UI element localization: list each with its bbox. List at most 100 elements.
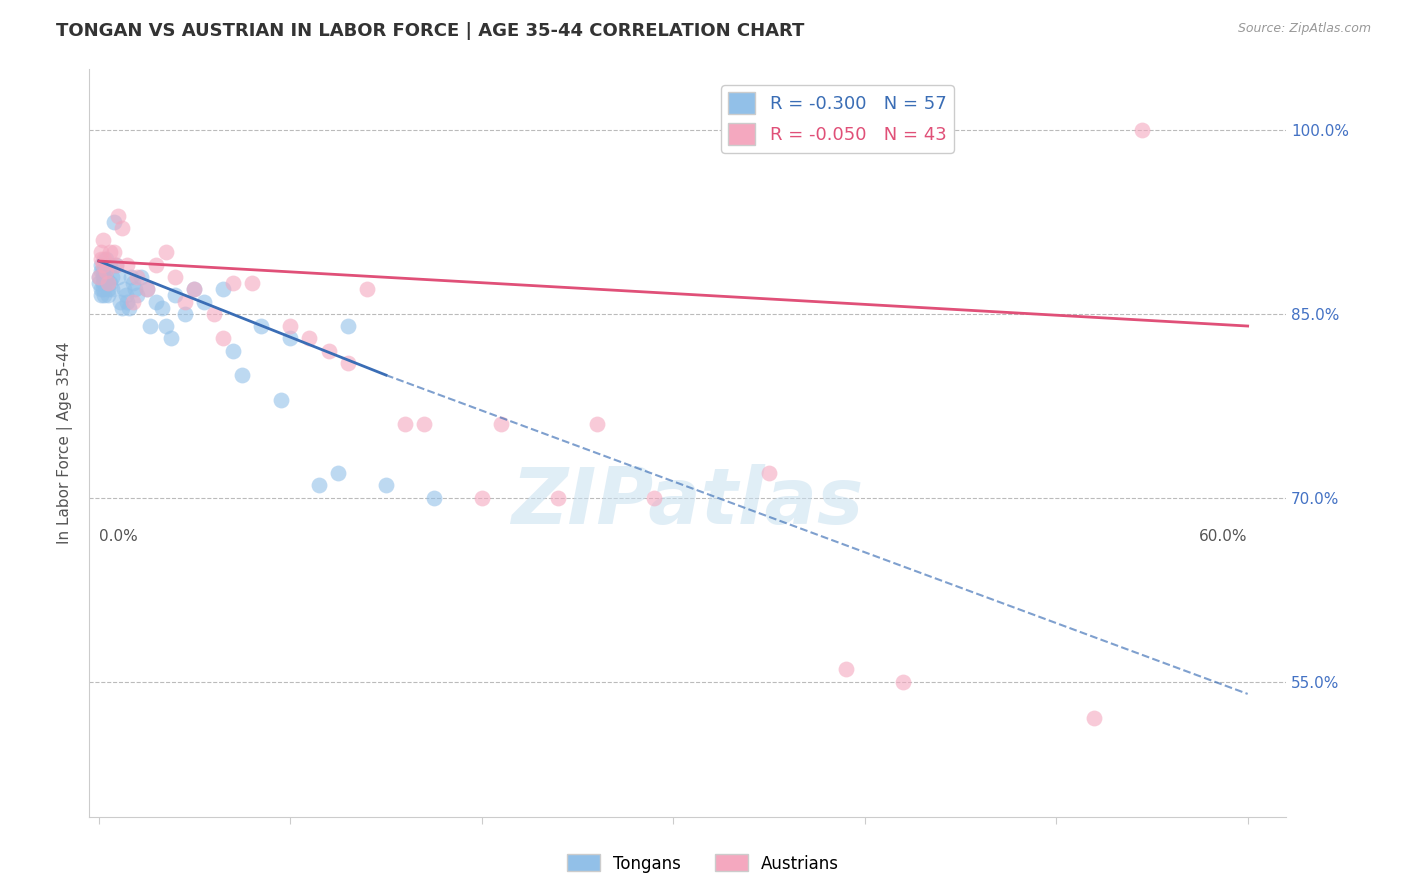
Point	[91, 264, 114, 278]
Point	[270, 392, 292, 407]
Point	[1130, 123, 1153, 137]
Point	[278, 319, 301, 334]
Point	[93, 252, 115, 266]
Point	[643, 491, 665, 505]
Point	[91, 282, 114, 296]
Point	[90, 264, 112, 278]
Point	[585, 417, 607, 431]
Point	[93, 276, 115, 290]
Point	[125, 288, 148, 302]
Text: ZIPatlas: ZIPatlas	[512, 465, 863, 541]
Point	[90, 252, 112, 266]
Point	[423, 491, 446, 505]
Point	[145, 294, 167, 309]
Point	[174, 294, 197, 309]
Point	[202, 307, 225, 321]
Point	[87, 276, 110, 290]
Point	[298, 331, 321, 345]
Point	[413, 417, 436, 431]
Point	[231, 368, 253, 382]
Point	[87, 270, 110, 285]
Point	[336, 356, 359, 370]
Point	[96, 270, 118, 285]
Point	[212, 331, 235, 345]
Y-axis label: In Labor Force | Age 35-44: In Labor Force | Age 35-44	[58, 342, 73, 544]
Point	[471, 491, 494, 505]
Point	[122, 276, 145, 290]
Point	[150, 301, 173, 315]
Point	[97, 282, 120, 296]
Point	[193, 294, 215, 309]
Point	[212, 282, 235, 296]
Point	[90, 282, 112, 296]
Point	[250, 319, 273, 334]
Point	[97, 276, 120, 290]
Point	[165, 270, 187, 285]
Point	[96, 264, 118, 278]
Point	[98, 245, 121, 260]
Point	[278, 331, 301, 345]
Point	[135, 282, 157, 296]
Point	[101, 282, 124, 296]
Point	[107, 270, 129, 285]
Text: TONGAN VS AUSTRIAN IN LABOR FORCE | AGE 35-44 CORRELATION CHART: TONGAN VS AUSTRIAN IN LABOR FORCE | AGE …	[56, 22, 804, 40]
Point	[834, 662, 856, 676]
Point	[90, 258, 112, 272]
Point	[135, 282, 157, 296]
Point	[120, 270, 142, 285]
Point	[394, 417, 416, 431]
Point	[117, 294, 139, 309]
Point	[108, 294, 131, 309]
Point	[114, 288, 136, 302]
Legend: R = -0.300   N = 57, R = -0.050   N = 43: R = -0.300 N = 57, R = -0.050 N = 43	[721, 85, 953, 153]
Point	[111, 221, 134, 235]
Point	[118, 301, 141, 315]
Point	[375, 478, 398, 492]
Point	[91, 233, 114, 247]
Point	[107, 209, 129, 223]
Point	[103, 215, 125, 229]
Point	[111, 301, 134, 315]
Point	[155, 319, 177, 334]
Text: 0.0%: 0.0%	[98, 529, 138, 543]
Point	[90, 288, 112, 302]
Point	[93, 270, 115, 285]
Point	[104, 258, 127, 272]
Text: 60.0%: 60.0%	[1199, 529, 1247, 543]
Point	[174, 307, 197, 321]
Point	[122, 294, 145, 309]
Point	[91, 276, 114, 290]
Text: Source: ZipAtlas.com: Source: ZipAtlas.com	[1237, 22, 1371, 36]
Point	[183, 282, 205, 296]
Point	[98, 258, 121, 272]
Point	[356, 282, 378, 296]
Point	[124, 282, 146, 296]
Point	[97, 288, 120, 302]
Point	[98, 276, 121, 290]
Point	[308, 478, 330, 492]
Point	[93, 288, 115, 302]
Point	[318, 343, 340, 358]
Point	[101, 270, 124, 285]
Point	[139, 319, 162, 334]
Legend: Tongans, Austrians: Tongans, Austrians	[560, 847, 846, 880]
Point	[326, 466, 349, 480]
Point	[91, 270, 114, 285]
Point	[103, 245, 125, 260]
Point	[222, 276, 245, 290]
Point	[104, 258, 127, 272]
Point	[336, 319, 359, 334]
Point	[489, 417, 512, 431]
Point	[125, 270, 148, 285]
Point	[129, 270, 152, 285]
Point	[165, 288, 187, 302]
Point	[117, 258, 139, 272]
Point	[160, 331, 183, 345]
Point	[183, 282, 205, 296]
Point	[155, 245, 177, 260]
Point	[90, 245, 112, 260]
Point	[222, 343, 245, 358]
Point	[87, 270, 110, 285]
Point	[547, 491, 569, 505]
Point	[145, 258, 167, 272]
